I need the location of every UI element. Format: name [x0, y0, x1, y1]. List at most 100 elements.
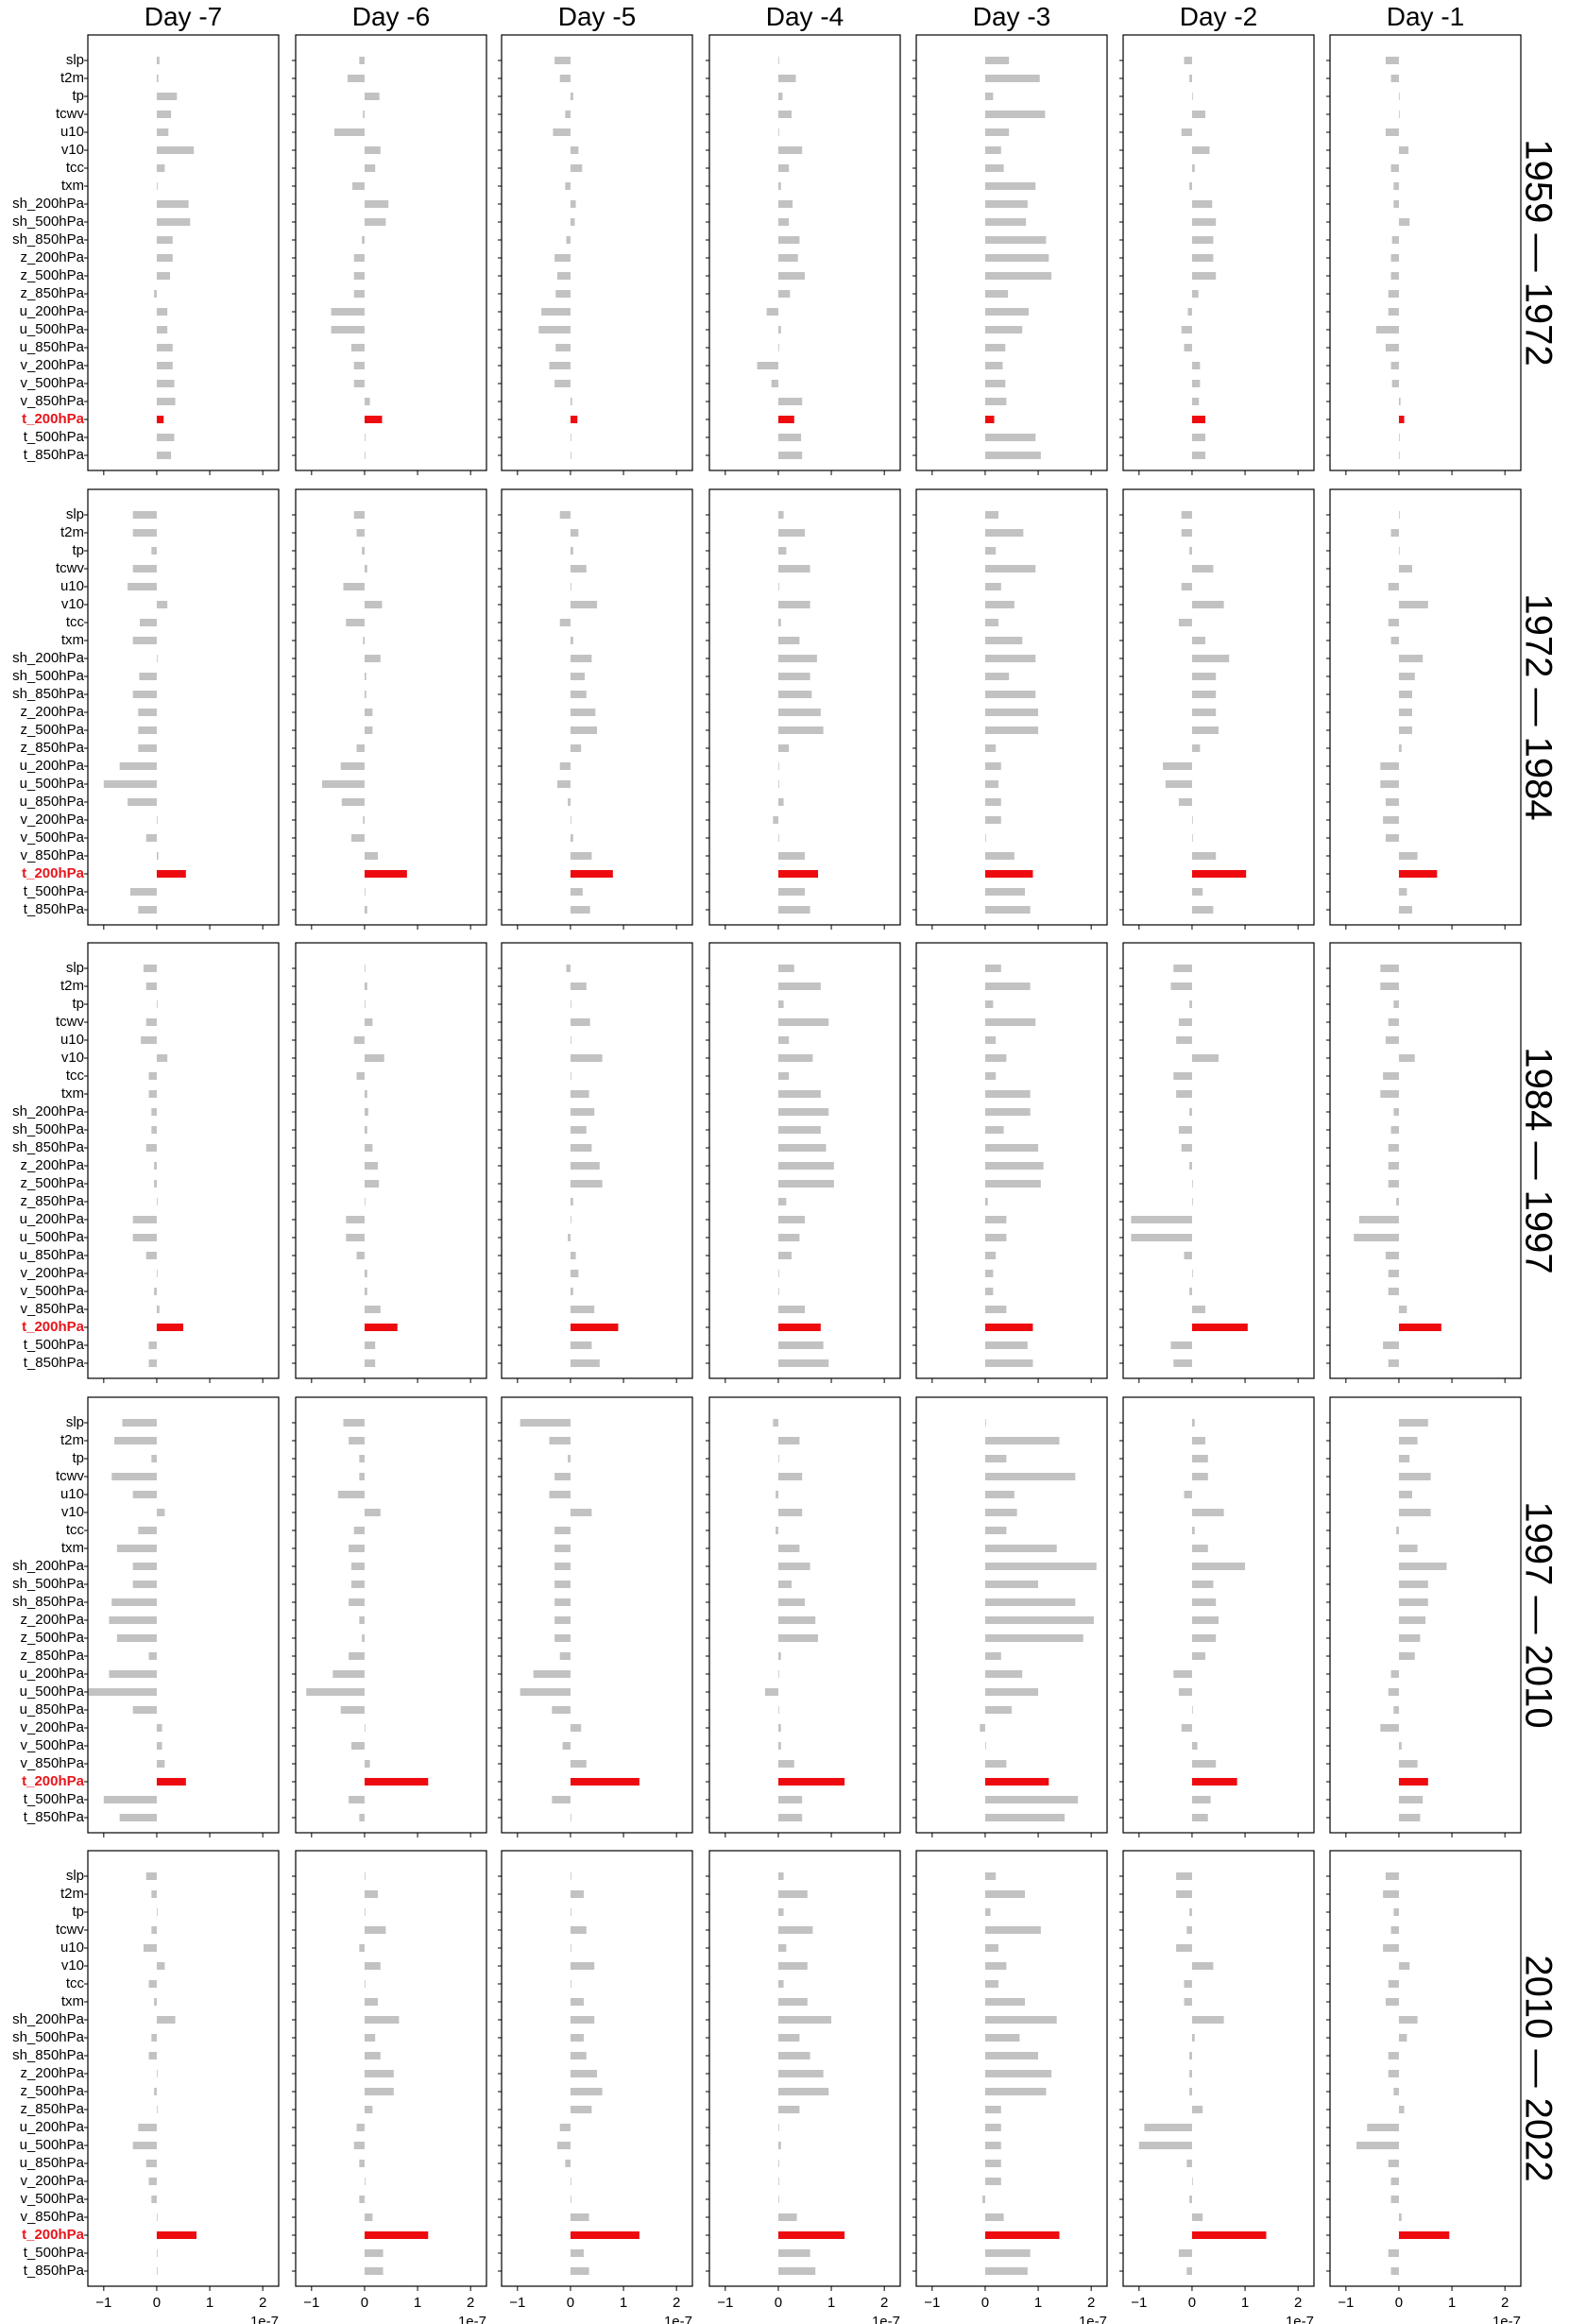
bar-r4-c4-t2m: [984, 1890, 1026, 1898]
bar-r4-c5-t2m: [1176, 1890, 1192, 1898]
x-tick-label-c0-3: 2: [259, 2295, 266, 2311]
bar-r1-c3-v-200hpa: [773, 816, 778, 824]
bar-r0-c5-z-850hpa: [1191, 290, 1199, 298]
bar-r4-c5-sh-500hpa: [1191, 2034, 1195, 2042]
bar-r4-c2-t2m: [570, 1890, 584, 1898]
bar-r3-c3-z-200hpa: [777, 1616, 816, 1624]
bar-r1-c2-v-500hpa: [570, 834, 573, 842]
bar-r3-c0-z-850hpa: [148, 1652, 157, 1660]
bar-r3-c5-t-500hpa: [1191, 1796, 1211, 1803]
y-label-v10: v10: [61, 1050, 84, 1066]
bar-r2-c3-tcc: [777, 1072, 790, 1080]
bar-r3-c0-slp: [122, 1419, 157, 1427]
bar-r4-c6-sh-500hpa: [1398, 2034, 1407, 2042]
x-tick-label-c2-0: −1: [509, 2295, 525, 2311]
bar-r0-c2-sh-850hpa: [566, 236, 571, 244]
bar-r2-c2-v-500hpa: [570, 1288, 573, 1295]
bar-r2-c2-u-850hpa: [570, 1252, 576, 1259]
bar-r3-c1-t-200hpa: [364, 1778, 429, 1786]
panel-frame-r4-c6: [1329, 1850, 1522, 2287]
bar-r2-c0-u-850hpa: [145, 1252, 157, 1259]
bar-r4-c3-txm: [777, 1998, 808, 2006]
y-label-txm: txm: [61, 1993, 84, 2009]
bar-r3-c4-tcwv: [984, 1473, 1076, 1480]
bar-r3-c0-u-850hpa: [132, 1706, 157, 1714]
panel-frame-r3-c3: [708, 1396, 901, 1834]
bar-r3-c6-tcc: [1396, 1527, 1399, 1534]
bar-r4-c0-z-200hpa: [156, 2070, 158, 2077]
column-title-day-7: Day -7: [145, 2, 222, 31]
y-label-u-850hpa: u_850hPa: [20, 1247, 85, 1263]
bar-r1-c4-sh-200hpa: [984, 655, 1036, 662]
bar-r0-c1-z-850hpa: [353, 290, 365, 298]
bar-r4-c2-t-500hpa: [570, 2249, 584, 2257]
bar-r0-c6-t-500hpa: [1398, 434, 1400, 441]
x-tick-label-c4-3: 2: [1087, 2295, 1095, 2311]
x-tick-label-c1-3: 2: [467, 2295, 474, 2311]
bar-r0-c0-u-500hpa: [156, 326, 168, 333]
bar-r3-c4-z-200hpa: [984, 1616, 1094, 1624]
bar-r0-c0-t2m: [156, 75, 159, 82]
bar-r4-c4-u-500hpa: [984, 2142, 1001, 2149]
bar-r0-c4-z-500hpa: [984, 272, 1052, 280]
bar-r3-c0-v-200hpa: [156, 1724, 162, 1732]
bar-r0-c5-tcc: [1191, 164, 1195, 172]
bar-r2-c3-t-200hpa: [777, 1324, 821, 1331]
bar-r4-c6-tp: [1393, 1908, 1399, 1916]
bar-r2-c2-sh-200hpa: [570, 1108, 595, 1116]
bar-r1-c4-sh-850hpa: [984, 691, 1036, 698]
bar-r1-c6-z-200hpa: [1398, 709, 1412, 716]
bar-r1-c5-z-200hpa: [1191, 709, 1217, 716]
bar-r4-c3-t-200hpa: [777, 2231, 845, 2239]
bar-r0-c1-sh-850hpa: [362, 236, 365, 244]
bar-r3-c6-sh-200hpa: [1398, 1563, 1447, 1570]
y-label-sh-200hpa: sh_200hPa: [12, 1558, 85, 1574]
y-label-u-200hpa: u_200hPa: [20, 2119, 85, 2135]
bar-r1-c3-t-200hpa: [777, 870, 819, 878]
bar-r3-c5-sh-850hpa: [1191, 1598, 1217, 1606]
bar-r3-c6-t-200hpa: [1398, 1778, 1428, 1786]
bar-r0-c2-v-500hpa: [554, 380, 571, 387]
y-label-u-200hpa: u_200hPa: [20, 303, 85, 319]
bar-r2-c4-u-200hpa: [984, 1216, 1007, 1223]
bar-r3-c2-tcc: [554, 1527, 571, 1534]
bar-r0-c5-u-500hpa: [1181, 326, 1192, 333]
y-label-u10: u10: [60, 1486, 84, 1502]
bar-r0-c5-z-500hpa: [1191, 272, 1217, 280]
bar-r3-c4-slp: [984, 1419, 986, 1427]
bar-r4-c4-u-850hpa: [984, 2160, 1001, 2167]
bar-r4-c6-z-500hpa: [1393, 2088, 1399, 2095]
bar-r3-c6-sh-850hpa: [1398, 1598, 1428, 1606]
bar-r2-c5-u-200hpa: [1131, 1216, 1192, 1223]
bar-r1-c0-z-500hpa: [138, 726, 157, 734]
bar-r0-c3-v10: [777, 146, 803, 154]
bar-r2-c5-t2m: [1170, 983, 1192, 990]
bar-r2-c1-v-200hpa: [364, 1270, 367, 1277]
bar-r1-c4-z-850hpa: [984, 744, 997, 752]
bar-r2-c1-u-850hpa: [356, 1252, 365, 1259]
bar-r4-c0-tcwv: [151, 1926, 157, 1934]
bar-r0-c1-u10: [333, 128, 365, 136]
y-label-tcc: tcc: [66, 1068, 85, 1084]
bar-r0-c5-u-850hpa: [1184, 344, 1192, 351]
y-label-slp: slp: [66, 1414, 84, 1430]
y-label-u-500hpa: u_500hPa: [20, 1229, 85, 1245]
bar-r2-c3-sh-850hpa: [777, 1144, 827, 1152]
bar-r3-c2-sh-850hpa: [554, 1598, 571, 1606]
bar-r1-c3-sh-200hpa: [777, 655, 817, 662]
bar-r3-c1-z-850hpa: [349, 1652, 365, 1660]
bar-r3-c4-v-500hpa: [984, 1742, 986, 1750]
bar-r2-c2-z-200hpa: [570, 1162, 600, 1170]
bar-r2-c4-v-500hpa: [984, 1288, 994, 1295]
bar-r3-c2-z-500hpa: [554, 1634, 571, 1642]
bar-r2-c1-v10: [364, 1054, 384, 1062]
bar-r0-c1-v-200hpa: [353, 362, 365, 369]
bar-r2-c5-z-500hpa: [1191, 1180, 1193, 1188]
bar-r4-c4-sh-850hpa: [984, 2052, 1039, 2059]
bar-r3-c6-u-500hpa: [1388, 1688, 1399, 1696]
bar-r3-c5-tcwv: [1191, 1473, 1208, 1480]
bar-r1-c5-u-200hpa: [1163, 762, 1192, 770]
bar-r1-c6-v-850hpa: [1398, 852, 1418, 860]
y-label-u-850hpa: u_850hPa: [20, 2155, 85, 2171]
bar-r0-c1-tcwv: [363, 111, 365, 118]
